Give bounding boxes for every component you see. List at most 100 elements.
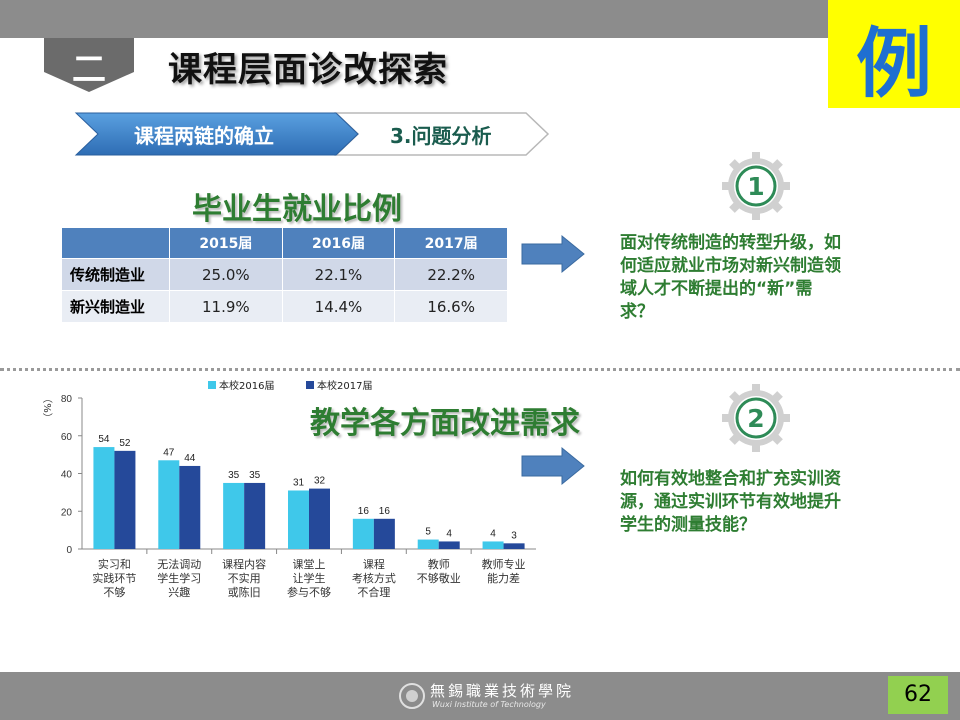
chart-bar bbox=[373, 518, 395, 549]
issue-number: 2 bbox=[747, 404, 764, 433]
category-label-line: 教师 bbox=[428, 558, 450, 571]
issue-1-text: 面对传统制造的转型升级，如 何适应就业市场对新兴制造领 域人才不断提出的“新”需… bbox=[620, 232, 841, 324]
page-number: 62 bbox=[888, 676, 948, 714]
gear-number-2-icon: 2 bbox=[722, 384, 790, 452]
chart-bar bbox=[93, 447, 115, 549]
table-header-row: 2015届 2016届 2017届 bbox=[62, 228, 508, 259]
category-label-line: 参与不够 bbox=[287, 585, 331, 599]
legend-label: 本校2016届 bbox=[219, 379, 274, 392]
employment-table-title: 毕业生就业比例 bbox=[192, 192, 402, 227]
category-label-line: 不合理 bbox=[357, 585, 390, 599]
issue-number: 1 bbox=[747, 172, 764, 201]
legend-swatch bbox=[306, 381, 314, 389]
category-label-line: 不实用 bbox=[228, 571, 261, 585]
category-label-line: 让学生 bbox=[293, 571, 326, 585]
school-emblem-icon bbox=[399, 683, 425, 709]
legend-label: 本校2017届 bbox=[317, 379, 372, 392]
chart-bar bbox=[179, 465, 201, 549]
chart-bar bbox=[223, 482, 245, 549]
chart-bar bbox=[158, 460, 180, 549]
issue-line: 源，通过实训环节有效地提升 bbox=[620, 492, 841, 512]
issue-line: 面对传统制造的转型升级，如 bbox=[620, 233, 841, 253]
issue-line: 学生的测量技能？ bbox=[620, 515, 756, 535]
y-axis-label: （%） bbox=[41, 393, 53, 423]
bar-value-label: 5 bbox=[425, 527, 431, 538]
table-header-cell: 2016届 bbox=[282, 228, 396, 259]
table-cell: 16.6% bbox=[394, 290, 508, 322]
category-label-line: 不够 bbox=[103, 586, 125, 599]
table-cell: 22.2% bbox=[394, 258, 508, 291]
teaching-section-title: 教学各方面改进需求 bbox=[310, 406, 580, 441]
chart-bar bbox=[244, 482, 266, 549]
category-label-line: 实践环节 bbox=[92, 571, 136, 585]
section-divider bbox=[0, 368, 960, 371]
category-label-line: 考核方式 bbox=[352, 571, 396, 585]
top-bar bbox=[0, 0, 960, 38]
y-tick-label: 40 bbox=[61, 470, 73, 481]
bar-value-label: 52 bbox=[119, 438, 131, 449]
chart-bar bbox=[288, 490, 309, 549]
bar-value-label: 35 bbox=[249, 470, 261, 481]
employment-table: 2015届 2016届 2017届 传统制造业 25.0% 22.1% 22.2… bbox=[62, 228, 508, 322]
issue-line: 何适应就业市场对新兴制造领 bbox=[620, 256, 841, 276]
section-number: 二 bbox=[72, 50, 106, 90]
category-label-line: 实习和 bbox=[98, 557, 131, 571]
bar-value-label: 35 bbox=[228, 470, 240, 481]
bar-value-label: 16 bbox=[379, 506, 391, 517]
category-label-line: 课程 bbox=[363, 558, 385, 571]
bar-value-label: 3 bbox=[511, 530, 517, 541]
issue-line: 求？ bbox=[620, 302, 654, 322]
bar-value-label: 16 bbox=[358, 506, 370, 517]
example-char: 例 bbox=[856, 19, 932, 108]
breadcrumb-step-2[interactable]: 3.问题分析 bbox=[390, 124, 492, 148]
table-header-cell bbox=[62, 228, 170, 259]
category-label-line: 能力差 bbox=[487, 571, 520, 585]
table-cell: 22.1% bbox=[282, 258, 396, 291]
chart-bar bbox=[309, 488, 330, 549]
row-label: 传统制造业 bbox=[62, 258, 170, 291]
category-label-line: 教师专业 bbox=[482, 557, 526, 571]
y-tick-label: 20 bbox=[61, 507, 73, 518]
category-label-line: 课堂上 bbox=[293, 558, 326, 571]
y-tick-label: 80 bbox=[61, 394, 73, 405]
legend-swatch bbox=[208, 381, 216, 389]
category-label-line: 兴趣 bbox=[168, 585, 190, 599]
teaching-needs-chart: 本校2016届 本校2017届 0 20 40 60 80 （%） 5 4 52 47 44 35 35… bbox=[41, 379, 536, 599]
right-arrow-icon bbox=[521, 446, 585, 486]
bar-value-label: 47 bbox=[163, 447, 175, 458]
bar-value-label: 31 bbox=[293, 477, 305, 488]
school-logo: 無錫職業技術學院 Wuxi Institute of Technology bbox=[396, 680, 596, 714]
chart-legend: 本校2016届 本校2017届 bbox=[208, 379, 372, 392]
gear-number-1-icon: 1 bbox=[722, 152, 790, 220]
right-arrow-icon bbox=[521, 234, 585, 274]
pentagon-badge-shape bbox=[44, 38, 134, 92]
chart-bar bbox=[352, 518, 374, 549]
table-cell: 11.9% bbox=[169, 290, 283, 322]
category-label-line: 课程内容 bbox=[222, 557, 266, 571]
bar-value-label: 32 bbox=[314, 476, 326, 487]
page-title: 课程层面诊改探索 bbox=[168, 50, 448, 90]
bar-value-label: 44 bbox=[184, 453, 196, 464]
category-label-line: 学生学习 bbox=[157, 571, 201, 585]
issue-line: 域人才不断提出的“新”需 bbox=[620, 279, 813, 299]
footer-bar bbox=[0, 672, 960, 720]
chart-bar bbox=[503, 543, 525, 549]
y-tick-label: 0 bbox=[66, 545, 72, 556]
chart-bar bbox=[482, 541, 504, 549]
breadcrumb: 课程两链的确立 3.问题分析 bbox=[74, 112, 554, 156]
issue-2-text: 如何有效地整合和扩充实训资 源，通过实训环节有效地提升 学生的测量技能？ bbox=[620, 468, 841, 537]
breadcrumb-step-1[interactable]: 课程两链的确立 bbox=[134, 124, 274, 148]
table-row: 新兴制造业 11.9% 14.4% 16.6% bbox=[62, 290, 508, 322]
y-tick-label: 60 bbox=[61, 432, 73, 443]
table-cell: 25.0% bbox=[169, 258, 283, 291]
bar-value-label: 4 bbox=[490, 528, 496, 539]
chart-bar bbox=[438, 541, 460, 549]
table-header-cell: 2015届 bbox=[169, 228, 283, 259]
issue-line: 如何有效地整合和扩充实训资 bbox=[620, 469, 841, 489]
row-label: 新兴制造业 bbox=[62, 290, 170, 322]
example-box: 例 bbox=[828, 0, 960, 108]
bar-value-label: 4 bbox=[446, 528, 452, 539]
category-label-line: 或陈旧 bbox=[228, 585, 261, 599]
